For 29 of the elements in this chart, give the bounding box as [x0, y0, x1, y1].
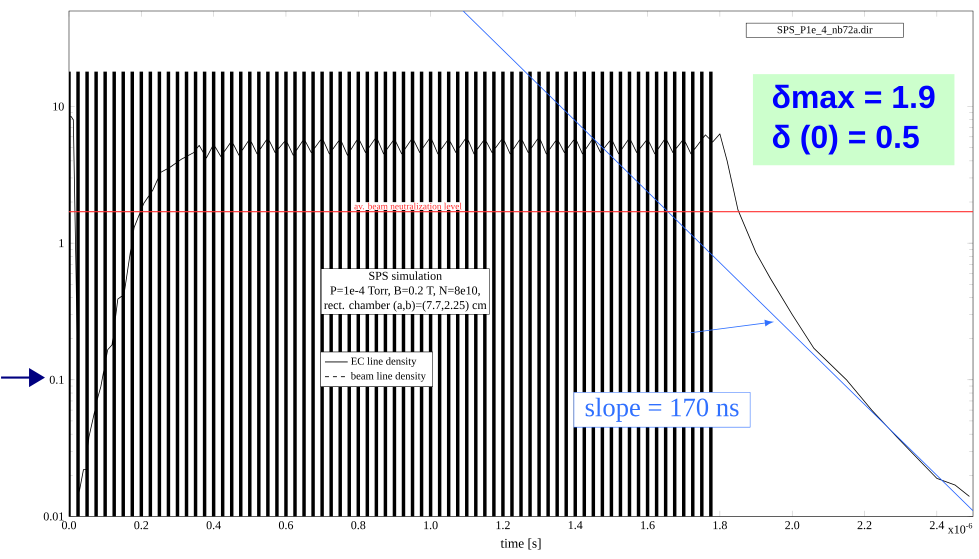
annotation: rect. chamber (a,b)=(7.7,2.25) cm [324, 300, 487, 312]
text: x10$^{-6}$ [948, 522, 972, 534]
ref-line-label: av. beam neutralization level [354, 202, 462, 210]
x-tick-label: 1.4 [568, 520, 583, 530]
x-tick-label: 2.0 [785, 520, 800, 530]
x-axis-title: time [s] [500, 538, 541, 550]
x-tick-label: 0.6 [278, 520, 294, 530]
legend-label: beam line density [350, 372, 426, 382]
x-tick-label: 0.0 [62, 520, 76, 530]
x-tick-label: 1.2 [496, 520, 510, 530]
annotation: δ (0) = 0.5 [772, 124, 919, 154]
y-tick-label: 10 [53, 102, 64, 110]
annotation: slope = 170 ns [586, 398, 739, 422]
legend-label: EC line density [351, 357, 416, 367]
x-tick-label: 2.4 [930, 520, 944, 530]
y-tick-label: 0.01 [44, 512, 64, 520]
y-tick-label: 0.1 [50, 376, 64, 384]
annotation: P=1e-4 Torr, B=0.2 T, N=8e10, [330, 286, 480, 296]
x-tick-label: 0.2 [134, 520, 148, 530]
annotation: SPS simulation [369, 271, 442, 280]
x-tick-label: 1.8 [713, 520, 727, 530]
x-tick-label: 1.6 [641, 520, 655, 530]
x-tick-label: 0.8 [351, 520, 366, 530]
y-tick-label: 1 [59, 238, 64, 247]
x-tick-label: 2.2 [858, 520, 872, 530]
x-tick-label: 0.4 [206, 520, 221, 530]
annotation: δmax = 1.9 [772, 84, 935, 108]
annotation: SPS_P1e_4_nb72a.dir [778, 26, 872, 34]
x-tick-label: 1.0 [424, 520, 438, 530]
